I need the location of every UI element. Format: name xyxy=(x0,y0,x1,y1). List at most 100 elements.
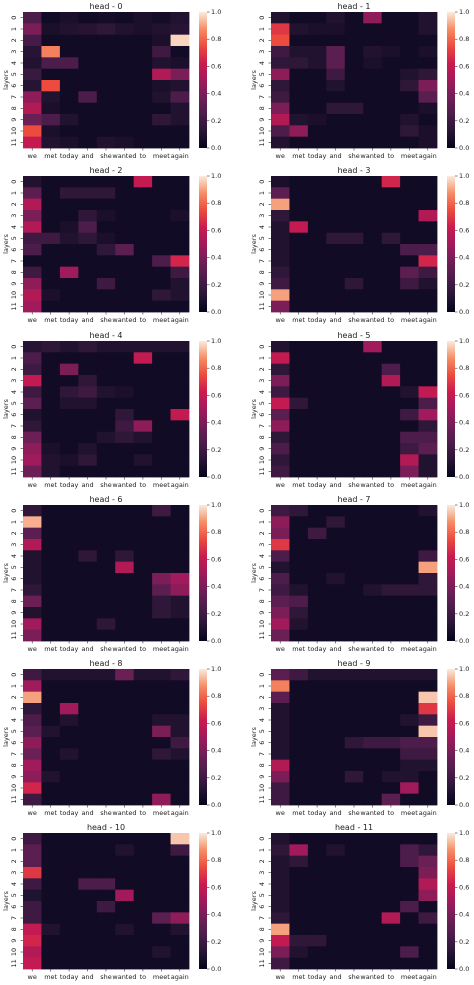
heatmap-cell xyxy=(152,878,171,891)
heatmap-cell xyxy=(326,352,346,365)
heatmap-cell xyxy=(41,771,61,783)
heatmap-cell xyxy=(363,618,383,631)
y-tick-label: 7 xyxy=(10,95,18,99)
heatmap-cell xyxy=(170,465,190,478)
y-tick-label: 2 xyxy=(258,531,266,535)
heatmap-cell xyxy=(96,607,116,619)
heatmap-cell xyxy=(363,221,383,234)
heatmap-cell xyxy=(418,748,438,761)
colorbar-tick-label: 1.0 xyxy=(459,8,469,16)
heatmap-cell xyxy=(363,341,383,353)
y-axis-label: layers xyxy=(2,727,10,747)
heatmap-cell xyxy=(115,176,135,188)
heatmap-cell xyxy=(326,409,346,421)
heatmap-cell xyxy=(307,878,327,891)
y-tick-label: 7 xyxy=(10,752,18,756)
heatmap-cell xyxy=(400,680,419,693)
heatmap-panel: head - 0we met today and she wanted to meet agai… xyxy=(2,2,221,160)
heatmap-cell xyxy=(363,855,383,868)
heatmap-cell xyxy=(96,748,116,761)
heatmap-panel: head - 3we met today and she wanted to meet agai… xyxy=(250,166,469,324)
heatmap-cell xyxy=(289,46,309,58)
y-tick-label: 3 xyxy=(258,543,266,547)
chart-title: head - 4 xyxy=(89,331,122,340)
heatmap-cell xyxy=(289,737,309,749)
heatmap-cell xyxy=(59,255,79,268)
heatmap-cell xyxy=(170,923,190,936)
colorbar-tick-label: 0.2 xyxy=(211,774,221,782)
heatmap-cell xyxy=(400,431,419,444)
heatmap-cell xyxy=(381,136,401,149)
heatmap-cell xyxy=(344,352,364,365)
colorbar-tick-label: 0.2 xyxy=(459,938,469,946)
heatmap-cell xyxy=(344,912,364,925)
heatmap-cell xyxy=(363,867,383,879)
heatmap-cell xyxy=(326,300,346,313)
heatmap-cell xyxy=(96,57,116,70)
heatmap-cell xyxy=(152,80,171,92)
colorbar-tick-label: 0.0 xyxy=(459,473,469,481)
y-tick-label: 1 xyxy=(258,520,266,524)
heatmap-cell xyxy=(381,57,401,70)
heatmap-cell xyxy=(115,584,135,597)
heatmap-cell xyxy=(115,23,135,36)
heatmap-cell xyxy=(23,946,42,959)
y-tick-label: 10 xyxy=(258,948,266,956)
heatmap-cell xyxy=(400,187,419,200)
heatmap-cell xyxy=(41,793,61,806)
colorbar xyxy=(199,176,207,312)
heatmap-cell xyxy=(363,561,383,574)
heatmap-cell xyxy=(326,289,346,302)
heatmap-cell xyxy=(271,595,290,608)
x-tick-label: met xyxy=(292,645,305,653)
x-tick-label: wanted xyxy=(112,809,136,817)
y-tick-label: 4 xyxy=(10,718,18,722)
heatmap-cell xyxy=(400,771,419,783)
heatmap-cell xyxy=(289,187,309,200)
heatmap-cell xyxy=(307,680,327,693)
heatmap-cell xyxy=(381,363,401,376)
heatmap-cell xyxy=(133,363,153,376)
heatmap-cell xyxy=(418,23,438,36)
y-tick-label: 8 xyxy=(10,927,18,931)
heatmap-cell xyxy=(344,12,364,24)
heatmap-cell xyxy=(152,431,171,444)
heatmap-cell xyxy=(170,550,190,563)
heatmap-cell xyxy=(326,278,346,290)
heatmap-cell xyxy=(59,912,79,925)
heatmap-cell xyxy=(344,607,364,619)
heatmap-cell xyxy=(289,375,309,387)
heatmap-cell xyxy=(41,595,61,608)
x-tick-label: to xyxy=(388,316,395,324)
heatmap-cell xyxy=(78,289,98,302)
heatmap-cell xyxy=(418,114,438,126)
heatmap-cell xyxy=(326,748,346,761)
heatmap-cell xyxy=(133,714,153,727)
heatmap-cell xyxy=(96,210,116,222)
heatmap-cell xyxy=(271,725,290,738)
heatmap-cell xyxy=(289,680,309,693)
x-tick-label: met xyxy=(292,316,305,324)
y-tick-label: 2 xyxy=(10,531,18,535)
heatmap-cell xyxy=(307,210,327,222)
heatmap-cell xyxy=(96,505,116,517)
chart-title: head - 2 xyxy=(89,166,122,175)
heatmap-cell xyxy=(23,833,42,845)
heatmap-cell xyxy=(115,867,135,879)
heatmap-cell xyxy=(170,375,190,387)
y-tick-label: 5 xyxy=(10,72,18,76)
y-tick-label: 7 xyxy=(258,752,266,756)
heatmap-cell xyxy=(400,516,419,529)
heatmap-cell xyxy=(78,516,98,529)
heatmap-cell xyxy=(418,431,438,444)
heatmap-cell xyxy=(289,114,309,126)
heatmap-cell xyxy=(271,352,290,365)
heatmap-cell xyxy=(170,878,190,891)
x-tick-label: today xyxy=(308,481,327,489)
heatmap-cell xyxy=(289,889,309,902)
heatmap-cell xyxy=(344,232,364,245)
colorbar-tick-label: 0.0 xyxy=(459,965,469,973)
heatmap-cell xyxy=(133,255,153,268)
heatmap-cell xyxy=(344,867,364,879)
heatmap-cell xyxy=(400,244,419,256)
